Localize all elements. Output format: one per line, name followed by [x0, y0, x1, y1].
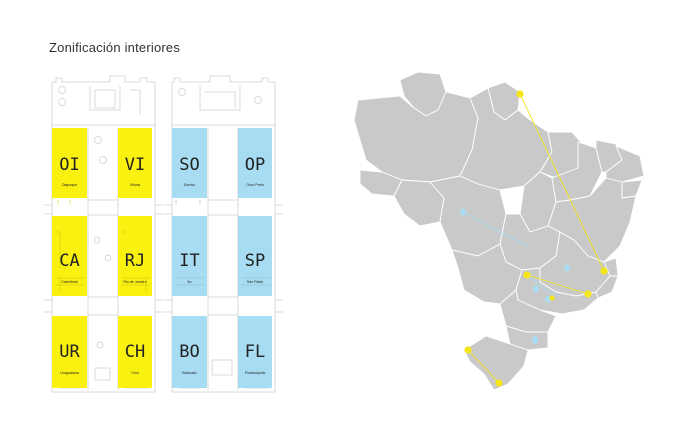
state-rio-grande-do-sul	[463, 335, 529, 391]
zones-left	[52, 128, 152, 388]
yellow-points	[464, 90, 608, 387]
zone-name-vi: Vitória	[130, 183, 140, 187]
yellow-point-chui	[495, 379, 503, 387]
yellow-point-vitoria	[600, 267, 608, 275]
zone-oi	[52, 128, 87, 198]
blue-point-ouro-preto	[564, 264, 570, 272]
zone-vi	[118, 128, 152, 198]
zone-code-rj: RJ	[125, 251, 145, 271]
zone-code-ch: CH	[125, 342, 145, 362]
state-al-se	[621, 179, 643, 199]
yellow-point-caledonia	[523, 271, 531, 279]
zone-bo	[172, 316, 207, 388]
yellow-point-rio-de-janeiro	[584, 290, 592, 298]
brazil-map	[353, 71, 645, 391]
zone-code-it: IT	[179, 251, 199, 271]
blue-route	[460, 208, 570, 344]
zone-code-ca: CA	[59, 251, 79, 271]
zone-name-it: Itu	[188, 280, 192, 284]
zone-code-so: SO	[179, 155, 199, 175]
zones-right	[172, 128, 272, 388]
yellow-route	[467, 93, 605, 384]
zone-code-op: OP	[245, 155, 265, 175]
zone-code-fl: FL	[245, 342, 265, 362]
zone-op	[238, 128, 272, 198]
floor-plan-right	[164, 75, 283, 393]
zone-fl	[238, 316, 272, 388]
blue-point-botucatu	[545, 295, 551, 303]
zone-name-rj: Rio de Janeiro	[123, 280, 146, 284]
zone-name-bo: Botucatu	[182, 371, 196, 375]
zone-code-sp: SP	[245, 251, 265, 271]
zone-code-vi: VI	[125, 155, 145, 175]
zone-ca	[52, 216, 87, 296]
zone-name-ur: Uruguaiana	[60, 371, 79, 375]
blue-point-itu	[533, 285, 539, 293]
zone-sp	[238, 216, 272, 296]
zone-ur	[52, 316, 87, 388]
zone-code-bo: BO	[179, 342, 199, 362]
page-title: Zonificación interiores	[49, 40, 181, 55]
zone-name-ch: Chuí	[131, 371, 139, 375]
blue-point-sorriso	[460, 208, 466, 216]
zone-name-op: Ouro Preto	[246, 183, 264, 187]
zone-name-so: Sorriso	[184, 183, 195, 187]
zone-ch	[118, 316, 152, 388]
zone-name-sp: San Pablo	[247, 280, 264, 284]
zone-code-ur: UR	[59, 342, 80, 362]
zone-name-ca: Caledônia	[61, 280, 77, 284]
zone-so	[172, 128, 207, 198]
zone-name-fl: Florianópolis	[245, 371, 266, 375]
yellow-point-oiapoque	[516, 90, 524, 98]
blue-point-florianopolis	[532, 336, 538, 344]
zone-name-oi: Oiapoque	[62, 183, 78, 187]
zone-rj	[118, 216, 152, 296]
zone-it	[172, 216, 207, 296]
zone-code-oi: OI	[59, 155, 79, 175]
yellow-point-sao-paulo	[549, 295, 555, 301]
yellow-point-uruguaiana	[464, 346, 472, 354]
